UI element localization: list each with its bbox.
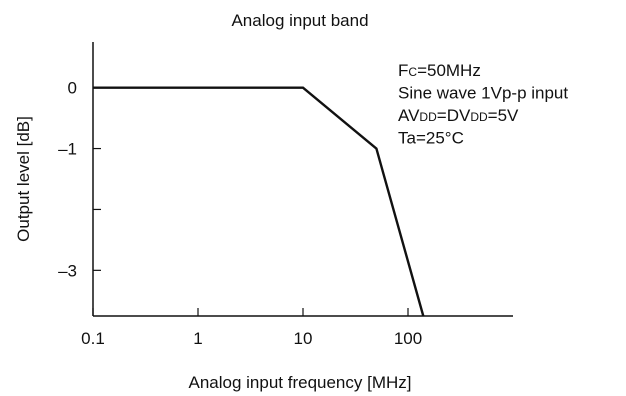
- y-tick-label: 0: [68, 79, 77, 98]
- x-tick-label: 1: [193, 329, 202, 348]
- annotation-text: AV: [398, 106, 420, 125]
- y-tick-label: –1: [58, 140, 77, 159]
- y-tick-label: –3: [58, 261, 77, 280]
- annotation-subscript: DD: [470, 110, 488, 124]
- annotation-text: Ta=25°C: [398, 129, 464, 148]
- x-tick-label: 10: [294, 329, 313, 348]
- annotation-text: Sine wave 1Vp-p input: [398, 84, 568, 103]
- x-tick-label: 0.1: [81, 329, 105, 348]
- annotation: AVDD=DVDD=5V: [398, 106, 519, 125]
- annotation-text: =DV: [437, 106, 471, 125]
- annotation-text: =5V: [488, 106, 519, 125]
- annotation: Sine wave 1Vp-p input: [398, 84, 568, 103]
- x-axis-label: Analog input frequency [MHz]: [188, 373, 411, 392]
- x-tick-label: 100: [394, 329, 422, 348]
- annotation: FC=50MHz: [398, 61, 481, 80]
- annotation-subscript: C: [408, 65, 417, 79]
- chart-title: Analog input band: [231, 11, 368, 30]
- annotation-text: =50MHz: [417, 61, 481, 80]
- annotation: Ta=25°C: [398, 129, 464, 148]
- series-line: [93, 86, 425, 317]
- annotation-text: F: [398, 61, 408, 80]
- y-axis-label: Output level [dB]: [14, 116, 33, 242]
- annotation-subscript: DD: [419, 110, 437, 124]
